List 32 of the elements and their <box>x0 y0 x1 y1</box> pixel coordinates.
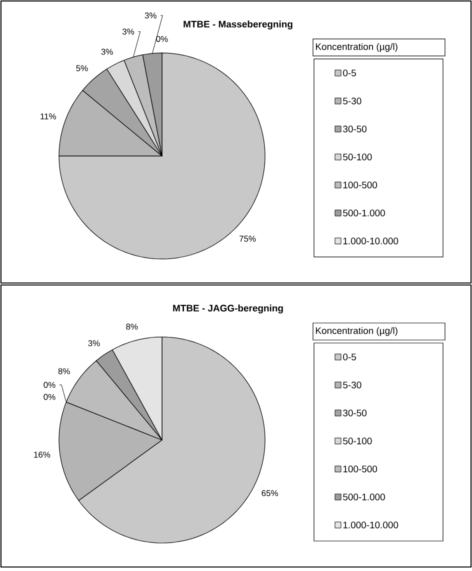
text: 0% <box>156 36 168 42</box>
legend-label: 1.000-10.000 <box>343 522 398 528</box>
legend-label: 500-1.000 <box>343 210 385 216</box>
legend-label: 0-5 <box>343 70 356 76</box>
data-label: 65% <box>262 490 278 496</box>
legend-label: 100-500 <box>343 466 378 472</box>
legend-label: 1.000-10.000 <box>343 238 398 244</box>
legend-title: Koncentration (µg/l) <box>316 327 398 336</box>
legend-label: 5-30 <box>343 382 362 388</box>
data-label: 3% <box>144 12 156 18</box>
legend-label: 5-30 <box>343 98 362 104</box>
legend-label: 50-100 <box>343 438 372 444</box>
data-label: 5% <box>76 65 88 72</box>
text: 0% <box>44 382 56 388</box>
data-label: 3% <box>122 28 134 35</box>
data-label: 11% <box>40 113 56 120</box>
legend-label: 500-1.000 <box>343 494 385 500</box>
data-label: 8% <box>126 324 138 330</box>
data-label: 16% <box>34 452 50 458</box>
text: MTBE - Masseberegning <box>184 20 292 30</box>
data-label: 3% <box>101 48 113 55</box>
legend-label: 30-50 <box>343 126 367 132</box>
data-label: 3% <box>88 340 100 346</box>
legend-label: 30-50 <box>343 410 367 416</box>
data-label: 75% <box>240 236 256 242</box>
legend-title: Koncentration (µg/l) <box>316 43 398 52</box>
legend-label: 50-100 <box>343 154 372 160</box>
legend-label: 0-5 <box>343 354 356 360</box>
legend-label: 100-500 <box>343 182 378 188</box>
data-label: 8% <box>58 368 70 374</box>
text: 0% <box>44 394 56 400</box>
chart-title: MTBE - JAGG-beregning <box>173 304 283 314</box>
